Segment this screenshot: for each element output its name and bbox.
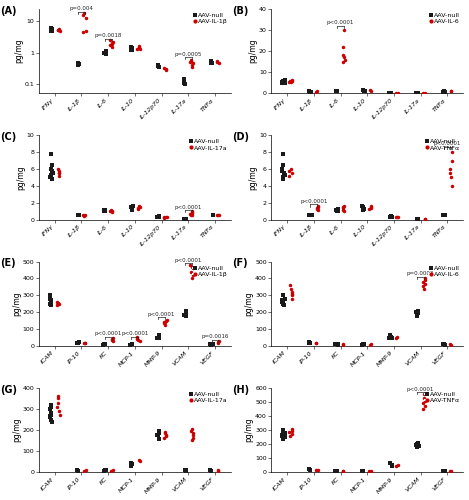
Text: (H): (H) xyxy=(233,384,250,394)
Text: p<0.0001: p<0.0001 xyxy=(300,199,327,204)
Y-axis label: pg/mg: pg/mg xyxy=(12,292,21,316)
Text: p<0.0001: p<0.0001 xyxy=(94,331,122,336)
Legend: AAV-null, AAV-IL-17a: AAV-null, AAV-IL-17a xyxy=(189,391,228,404)
Y-axis label: pg/mg: pg/mg xyxy=(245,292,254,316)
Legend: AAV-null, AAV-TNFα: AAV-null, AAV-TNFα xyxy=(424,138,460,151)
Text: p<0.0001: p<0.0001 xyxy=(148,312,175,316)
Y-axis label: pg/mg: pg/mg xyxy=(12,418,21,442)
Text: p=0.0005: p=0.0005 xyxy=(174,52,202,57)
Legend: AAV-null, AAV-TNFα: AAV-null, AAV-TNFα xyxy=(424,391,460,404)
Text: p<0.0001: p<0.0001 xyxy=(434,142,461,146)
Legend: AAV-null, AAV-IL-1β: AAV-null, AAV-IL-1β xyxy=(193,264,228,278)
Text: (F): (F) xyxy=(233,258,248,268)
Y-axis label: pg/mg: pg/mg xyxy=(245,418,254,442)
Legend: AAV-null, AAV-IL-1β: AAV-null, AAV-IL-1β xyxy=(193,12,228,25)
Text: (D): (D) xyxy=(233,132,250,142)
Y-axis label: pg/mg: pg/mg xyxy=(16,165,25,190)
Legend: AAV-null, AAV-IL-17a: AAV-null, AAV-IL-17a xyxy=(189,138,228,151)
Text: p=0.0018: p=0.0018 xyxy=(94,33,122,38)
Text: (A): (A) xyxy=(0,6,16,16)
Y-axis label: pg/mg: pg/mg xyxy=(249,39,257,64)
Text: p=0.0016: p=0.0016 xyxy=(201,334,229,339)
Legend: AAV-null, AAV-IL-6: AAV-null, AAV-IL-6 xyxy=(429,264,460,278)
Y-axis label: pg/mg: pg/mg xyxy=(249,165,257,190)
Text: p<0.0001: p<0.0001 xyxy=(174,258,202,262)
Text: p<0.0001: p<0.0001 xyxy=(121,331,149,336)
Text: p<0.0001: p<0.0001 xyxy=(174,204,202,210)
Text: p=0.004: p=0.004 xyxy=(69,6,93,12)
Text: (B): (B) xyxy=(233,6,249,16)
Text: (C): (C) xyxy=(0,132,16,142)
Text: (G): (G) xyxy=(0,384,17,394)
Text: p<0.0001: p<0.0001 xyxy=(327,20,354,25)
Text: (E): (E) xyxy=(0,258,16,268)
Text: p=0.0003: p=0.0003 xyxy=(407,271,434,276)
Text: p<0.0001: p<0.0001 xyxy=(407,386,434,392)
Legend: AAV-null, AAV-IL-6: AAV-null, AAV-IL-6 xyxy=(429,12,460,25)
Y-axis label: pg/mg: pg/mg xyxy=(14,39,23,64)
